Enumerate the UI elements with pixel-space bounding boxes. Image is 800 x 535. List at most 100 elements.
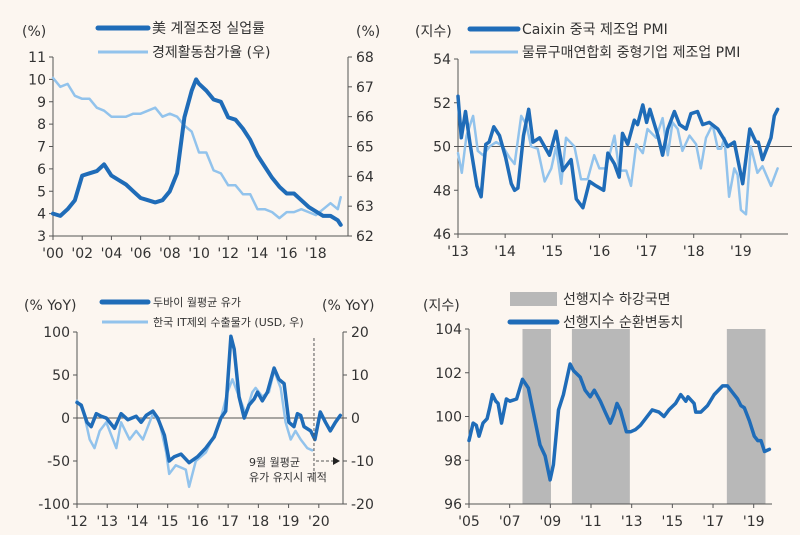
- y2-tick-label: 68: [356, 50, 374, 66]
- series-line-2: [456, 114, 779, 216]
- downturn-shade: [571, 329, 630, 504]
- x-tick-label: '14: [127, 514, 149, 530]
- chart-3-legend-2: 한국 IT제외 수출물가 (USD, 우): [153, 316, 304, 329]
- legend-swatch-shade: [510, 292, 557, 306]
- x-tick-label: '18: [305, 246, 327, 262]
- y-tick-label: 100: [435, 410, 462, 426]
- y-tick-label: 7: [37, 140, 46, 156]
- annotation-line-2: 유가 유지시 궤적: [249, 471, 327, 484]
- x-tick-label: '00: [42, 246, 64, 262]
- series-line-1: [456, 94, 780, 210]
- x-tick-label: '15: [541, 244, 563, 260]
- chart-1: 3456789101162636465666768'00'02'04'06'08…: [28, 50, 374, 262]
- x-tick-label: '17: [636, 244, 658, 260]
- x-tick-label: '15: [662, 514, 684, 530]
- y-tick-label: 10: [28, 72, 46, 88]
- series-line-1: [75, 334, 343, 465]
- chart-4-header: (지수) 선행지수 하강국면 선행지수 순환변동치: [423, 292, 683, 331]
- x-tick-label: '09: [540, 514, 562, 530]
- chart-marks: 3456789101162636465666768'00'02'04'06'08…: [28, 50, 792, 530]
- x-tick-label: '16: [589, 244, 611, 260]
- x-tick-label: '13: [447, 244, 469, 260]
- x-tick-label: '17: [217, 514, 239, 530]
- x-tick-label: '10: [188, 246, 210, 262]
- x-tick-label: '04: [101, 246, 123, 262]
- series-line-1: [467, 362, 772, 482]
- chart-1-header: (%) (%) 美 계절조정 실업률 경제활동참가율 (우): [22, 21, 380, 61]
- chart-3-right-unit: (% YoY): [322, 298, 375, 314]
- chart-3-header: (% YoY) (% YoY) 두바이 월평균 유가 한국 IT제외 수출물가 …: [24, 296, 375, 484]
- y-tick-label: 54: [433, 52, 451, 68]
- x-tick-label: '13: [96, 514, 118, 530]
- y2-tick-label: 0: [351, 411, 360, 427]
- chart-2-legend-2: 물류구매연합회 중형기업 제조업 PMI: [522, 45, 740, 61]
- y-tick-label: 4: [37, 207, 46, 223]
- y-tick-label: 11: [28, 50, 46, 66]
- x-tick-label: '18: [683, 244, 705, 260]
- x-tick-label: '12: [66, 514, 88, 530]
- chart-3-legend-1: 두바이 월평균 유가: [153, 296, 241, 309]
- annotation-line-1: 9월 월평균: [249, 456, 300, 469]
- y2-tick-label: 67: [356, 80, 374, 96]
- x-tick-label: '14: [494, 244, 516, 260]
- chart-4-legend-2: 선행지수 순환변동치: [563, 315, 683, 331]
- y-tick-label: 52: [433, 96, 451, 112]
- x-tick-label: '06: [130, 246, 152, 262]
- chart-4-legend-1: 선행지수 하강국면: [563, 292, 671, 308]
- chart-1-left-unit: (%): [22, 24, 46, 40]
- y2-tick-label: 62: [356, 229, 374, 245]
- x-tick-label: '07: [499, 514, 521, 530]
- y-tick-label: 50: [433, 140, 451, 156]
- x-tick-label: '16: [276, 246, 298, 262]
- series-line-2: [75, 369, 314, 489]
- y2-tick-label: 20: [351, 325, 369, 341]
- chart-1-legend-1: 美 계절조정 실업률: [152, 21, 265, 37]
- x-tick-label: '18: [248, 514, 270, 530]
- y2-tick-label: -20: [351, 497, 374, 513]
- x-tick-label: '14: [247, 246, 269, 262]
- y-tick-label: 6: [37, 162, 46, 178]
- x-tick-label: '17: [702, 514, 724, 530]
- y-tick-label: -50: [47, 454, 70, 470]
- x-tick-label: '20: [308, 514, 330, 530]
- y-tick-label: 102: [435, 366, 462, 382]
- x-tick-label: '16: [187, 514, 209, 530]
- y-tick-label: 50: [52, 368, 70, 384]
- chart-2-legend-1: Caixin 중국 제조업 PMI: [522, 22, 668, 38]
- y-tick-label: 0: [61, 411, 70, 427]
- y-tick-label: 48: [433, 183, 451, 199]
- y2-tick-label: 63: [356, 199, 374, 215]
- chart-4-left-unit: (지수): [423, 298, 460, 314]
- y-tick-label: 104: [435, 322, 462, 338]
- arrow-head-icon: [333, 457, 340, 465]
- chart-2-left-unit: (지수): [415, 24, 452, 40]
- chart-2: 46 48 50 52 54 '13 '14 '15 '16 '17 '18 '19: [433, 52, 792, 260]
- x-tick-label: '11: [580, 514, 602, 530]
- y-tick-label: -100: [38, 497, 70, 513]
- x-tick-label: '12: [217, 246, 239, 262]
- y-tick-label: 9: [37, 95, 46, 111]
- chart-1-right-unit: (%): [356, 24, 380, 40]
- x-tick-label: '02: [71, 246, 93, 262]
- y-tick-label: 98: [444, 453, 462, 469]
- chart-2-header: (지수) Caixin 중국 제조업 PMI 물류구매연합회 중형기업 제조업 …: [415, 22, 740, 61]
- y2-tick-label: 66: [356, 110, 374, 126]
- y-tick-label: 8: [37, 117, 46, 133]
- y2-tick-label: 10: [351, 368, 369, 384]
- x-tick-label: '05: [458, 514, 480, 530]
- x-tick-label: '08: [159, 246, 181, 262]
- chart-3-left-unit: (% YoY): [24, 298, 77, 314]
- y-tick-label: 46: [433, 227, 451, 243]
- x-tick-label: '15: [157, 514, 179, 530]
- y-tick-label: 5: [37, 184, 46, 200]
- y2-tick-label: 65: [356, 140, 374, 156]
- x-tick-label: '19: [743, 514, 765, 530]
- downturn-shade: [522, 329, 551, 504]
- y2-tick-label: 64: [356, 169, 374, 185]
- series-line-2: [51, 76, 342, 220]
- y-tick-label: 96: [444, 497, 462, 513]
- x-tick-label: '13: [621, 514, 643, 530]
